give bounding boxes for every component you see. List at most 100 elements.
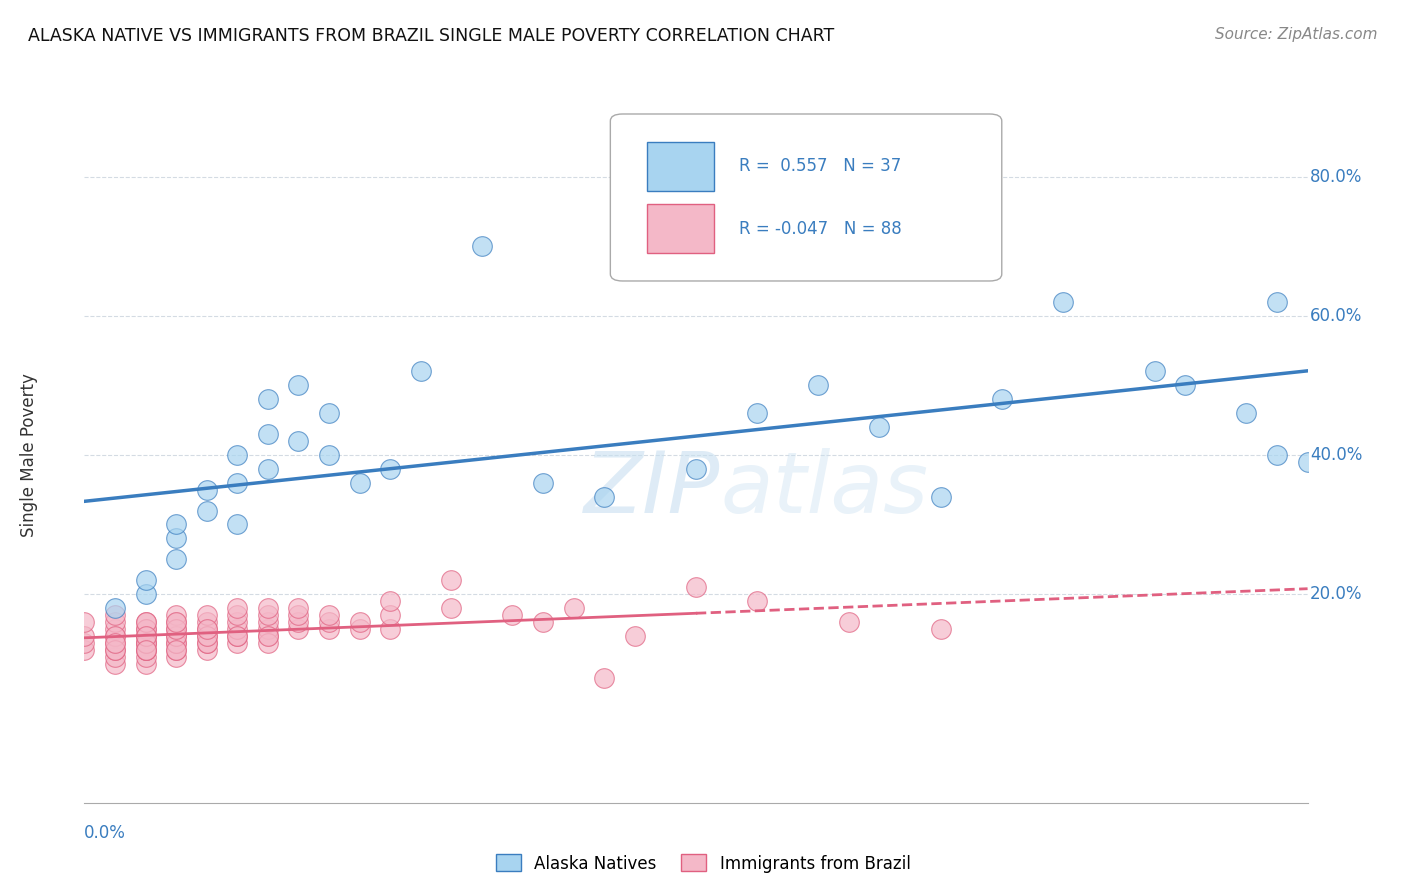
Text: R =  0.557   N = 37: R = 0.557 N = 37	[738, 157, 901, 175]
Point	[287, 601, 309, 615]
Text: Single Male Poverty: Single Male Poverty	[20, 373, 38, 537]
Point	[195, 629, 218, 643]
Point	[195, 636, 218, 650]
Point	[104, 622, 127, 636]
Point	[318, 615, 340, 629]
Point	[1143, 364, 1166, 378]
Point	[135, 615, 157, 629]
Point	[226, 629, 249, 643]
Point	[165, 622, 187, 636]
Point	[1174, 378, 1197, 392]
Point	[593, 671, 616, 685]
Point	[562, 601, 585, 615]
Point	[135, 636, 157, 650]
Point	[991, 392, 1014, 407]
Point	[104, 615, 127, 629]
Point	[135, 642, 157, 657]
Point	[165, 532, 187, 546]
Point	[195, 503, 218, 517]
Point	[104, 642, 127, 657]
Point	[195, 483, 218, 497]
Legend: Alaska Natives, Immigrants from Brazil: Alaska Natives, Immigrants from Brazil	[489, 847, 917, 880]
Point	[104, 629, 127, 643]
Point	[135, 642, 157, 657]
Point	[257, 427, 280, 442]
Text: ZIP: ZIP	[583, 448, 720, 532]
Point	[257, 615, 280, 629]
Text: ALASKA NATIVE VS IMMIGRANTS FROM BRAZIL SINGLE MALE POVERTY CORRELATION CHART: ALASKA NATIVE VS IMMIGRANTS FROM BRAZIL …	[28, 27, 834, 45]
Text: 40.0%: 40.0%	[1310, 446, 1362, 464]
Text: atlas: atlas	[720, 448, 928, 532]
Point	[73, 615, 96, 629]
Point	[1234, 406, 1257, 420]
Point	[226, 622, 249, 636]
Point	[226, 601, 249, 615]
Point	[380, 462, 402, 476]
Point	[73, 629, 96, 643]
Point	[165, 636, 187, 650]
Point	[929, 622, 952, 636]
Point	[380, 607, 402, 622]
Point	[135, 615, 157, 629]
Point	[471, 239, 494, 253]
Point	[226, 636, 249, 650]
Point	[409, 364, 432, 378]
Point	[165, 642, 187, 657]
Point	[1265, 294, 1288, 309]
Point	[531, 615, 554, 629]
Point	[257, 392, 280, 407]
Point	[380, 594, 402, 608]
Point	[195, 622, 218, 636]
Point	[165, 517, 187, 532]
Point	[257, 629, 280, 643]
Point	[226, 607, 249, 622]
Point	[104, 636, 127, 650]
Point	[104, 629, 127, 643]
Text: 60.0%: 60.0%	[1310, 307, 1362, 325]
Text: R = -0.047   N = 88: R = -0.047 N = 88	[738, 219, 901, 238]
Point	[257, 607, 280, 622]
Point	[531, 475, 554, 490]
Point	[287, 378, 309, 392]
Point	[195, 615, 218, 629]
Text: 20.0%: 20.0%	[1310, 585, 1362, 603]
Point	[104, 657, 127, 671]
Text: Source: ZipAtlas.com: Source: ZipAtlas.com	[1215, 27, 1378, 42]
Point	[226, 475, 249, 490]
Point	[318, 607, 340, 622]
Point	[349, 622, 371, 636]
Point	[135, 622, 157, 636]
Point	[135, 629, 157, 643]
Point	[593, 490, 616, 504]
Point	[104, 607, 127, 622]
Point	[869, 420, 891, 434]
Point	[135, 629, 157, 643]
Point	[1052, 294, 1074, 309]
Point	[440, 573, 463, 587]
Point	[195, 642, 218, 657]
Point	[135, 587, 157, 601]
FancyBboxPatch shape	[610, 114, 1001, 281]
Text: 0.0%: 0.0%	[84, 823, 127, 842]
Point	[73, 636, 96, 650]
Point	[624, 629, 647, 643]
Point	[1296, 455, 1319, 469]
Point	[135, 636, 157, 650]
FancyBboxPatch shape	[647, 204, 714, 253]
Point	[685, 462, 707, 476]
Point	[440, 601, 463, 615]
Point	[165, 629, 187, 643]
Point	[135, 629, 157, 643]
Point	[165, 622, 187, 636]
Point	[135, 622, 157, 636]
Point	[165, 649, 187, 664]
Point	[226, 448, 249, 462]
Point	[318, 622, 340, 636]
Point	[165, 629, 187, 643]
Point	[165, 552, 187, 566]
Point	[747, 594, 769, 608]
Point	[257, 636, 280, 650]
Point	[135, 573, 157, 587]
Point	[135, 636, 157, 650]
Point	[104, 649, 127, 664]
